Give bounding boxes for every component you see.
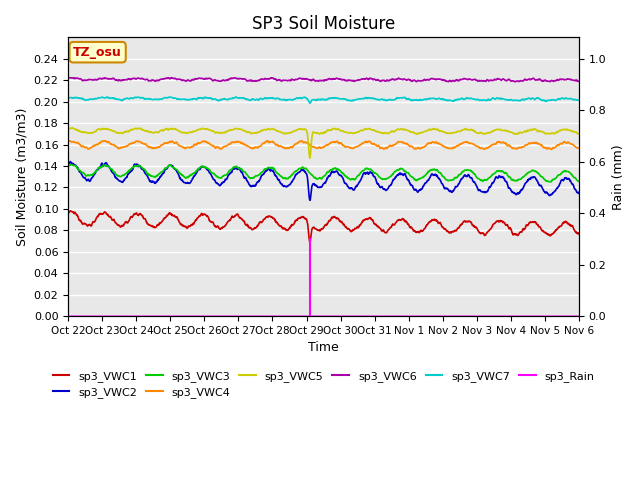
sp3_VWC5 [301, 127, 309, 132]
Line: sp3_VWC6: sp3_VWC6 [68, 78, 579, 82]
sp3_VWC7 [232, 94, 239, 100]
sp3_VWC6 [292, 76, 300, 82]
Line: sp3_VWC5: sp3_VWC5 [68, 128, 579, 158]
sp3_VWC4 [104, 139, 111, 145]
sp3_VWC1 [125, 218, 132, 224]
sp3_VWC1 [306, 239, 314, 245]
sp3_VWC5 [306, 155, 314, 161]
sp3_VWC4 [281, 145, 289, 151]
sp3_VWC2 [125, 169, 132, 175]
sp3_VWC6 [104, 76, 111, 82]
sp3_VWC6 [512, 79, 520, 84]
Line: sp3_VWC7: sp3_VWC7 [68, 97, 579, 103]
sp3_VWC5 [64, 126, 72, 132]
sp3_VWC5 [282, 131, 289, 136]
sp3_VWC1 [301, 216, 309, 221]
sp3_VWC6 [168, 75, 175, 81]
sp3_VWC2 [64, 162, 72, 168]
sp3_VWC7 [104, 95, 111, 100]
sp3_VWC3 [301, 166, 309, 171]
sp3_VWC6 [301, 76, 309, 82]
sp3_VWC1 [575, 230, 583, 236]
sp3_VWC7 [282, 97, 289, 103]
sp3_VWC7 [356, 96, 364, 102]
sp3_VWC1 [67, 208, 74, 214]
sp3_VWC3 [64, 163, 72, 168]
sp3_VWC2 [292, 172, 300, 178]
sp3_VWC2 [575, 191, 583, 196]
sp3_VWC7 [575, 97, 583, 103]
sp3_VWC4 [548, 146, 556, 152]
sp3_VWC3 [575, 179, 583, 184]
sp3_VWC1 [282, 226, 289, 231]
sp3_VWC1 [356, 222, 364, 228]
sp3_VWC3 [547, 179, 554, 185]
sp3_VWC3 [68, 162, 76, 168]
sp3_VWC4 [301, 139, 309, 145]
sp3_VWC5 [125, 128, 132, 134]
Legend: sp3_VWC1, sp3_VWC2, sp3_VWC3, sp3_VWC4, sp3_VWC5, sp3_VWC6, sp3_VWC7, sp3_Rain: sp3_VWC1, sp3_VWC2, sp3_VWC3, sp3_VWC4, … [48, 366, 599, 402]
Y-axis label: Soil Moisture (m3/m3): Soil Moisture (m3/m3) [15, 108, 28, 246]
sp3_VWC6 [282, 77, 289, 83]
sp3_VWC4 [125, 142, 132, 148]
sp3_VWC3 [104, 163, 112, 169]
sp3_VWC4 [298, 138, 305, 144]
sp3_VWC4 [355, 143, 363, 148]
Line: sp3_VWC4: sp3_VWC4 [68, 141, 579, 149]
sp3_VWC7 [64, 95, 72, 100]
sp3_VWC6 [355, 77, 363, 83]
sp3_VWC5 [356, 128, 364, 134]
sp3_VWC6 [64, 75, 72, 81]
sp3_VWC3 [292, 168, 300, 174]
sp3_VWC3 [125, 168, 132, 173]
sp3_VWC7 [301, 95, 309, 100]
sp3_VWC2 [282, 183, 289, 189]
Text: TZ_osu: TZ_osu [73, 46, 122, 59]
sp3_VWC7 [125, 96, 132, 102]
sp3_VWC5 [104, 127, 112, 132]
Y-axis label: Rain (mm): Rain (mm) [612, 144, 625, 209]
sp3_VWC4 [292, 141, 300, 147]
sp3_VWC7 [306, 100, 314, 106]
sp3_VWC2 [301, 169, 309, 175]
sp3_VWC3 [355, 172, 363, 178]
Line: sp3_VWC1: sp3_VWC1 [68, 211, 579, 242]
sp3_VWC4 [64, 139, 72, 144]
Title: SP3 Soil Moisture: SP3 Soil Moisture [252, 15, 395, 33]
sp3_VWC2 [307, 197, 314, 203]
sp3_VWC3 [282, 176, 289, 181]
sp3_VWC1 [64, 211, 72, 216]
sp3_VWC6 [575, 79, 583, 84]
sp3_VWC5 [575, 131, 583, 137]
sp3_VWC2 [67, 159, 74, 165]
sp3_Rain [306, 313, 314, 319]
sp3_VWC5 [68, 125, 76, 131]
sp3_VWC4 [575, 145, 583, 151]
sp3_VWC1 [292, 217, 300, 223]
sp3_VWC2 [104, 164, 112, 169]
Line: sp3_VWC2: sp3_VWC2 [68, 162, 579, 200]
sp3_VWC6 [125, 76, 132, 82]
sp3_VWC1 [104, 212, 112, 218]
sp3_VWC2 [356, 179, 364, 185]
sp3_VWC5 [292, 128, 300, 133]
sp3_VWC7 [292, 96, 300, 101]
Line: sp3_VWC3: sp3_VWC3 [68, 165, 579, 182]
X-axis label: Time: Time [308, 341, 339, 354]
sp3_Rain [306, 236, 314, 242]
